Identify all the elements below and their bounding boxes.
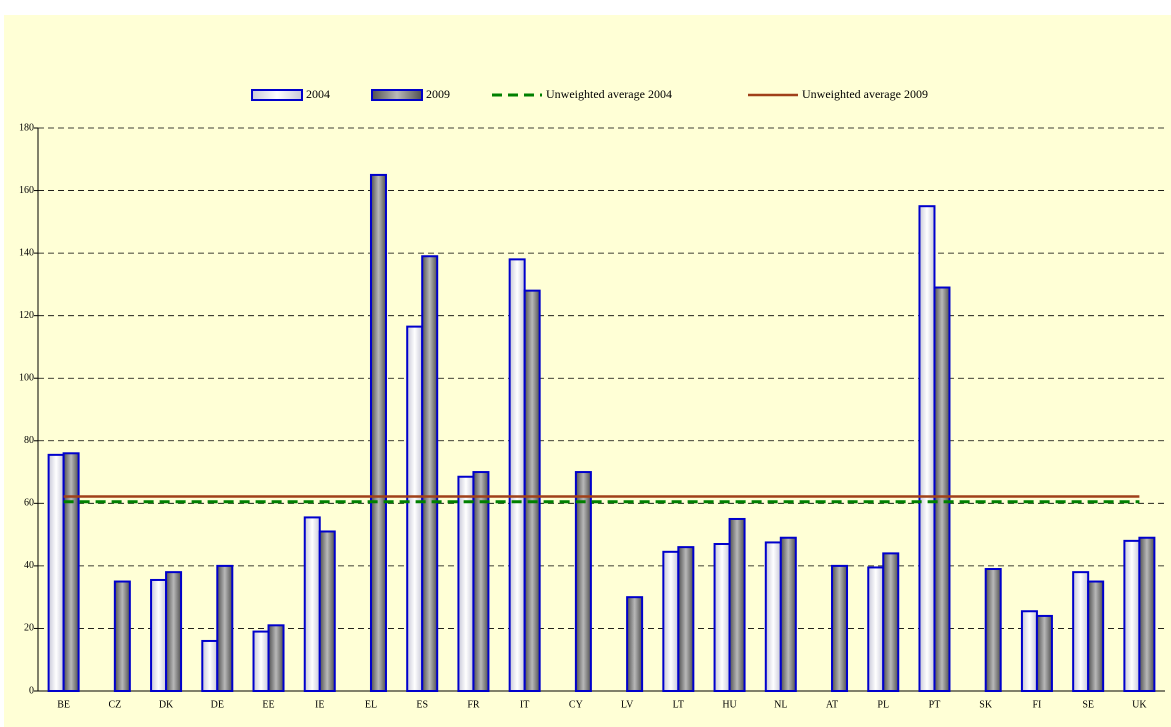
y-tick-label: 100 [19, 373, 34, 384]
x-tick-label: EE [262, 699, 274, 710]
bar [831, 564, 849, 693]
x-tick-label: DE [211, 699, 224, 710]
bar [523, 289, 541, 692]
y-tick-label: 140 [19, 247, 34, 258]
x-tick-label: NL [774, 699, 787, 710]
x-tick-label: FR [467, 699, 480, 710]
x-tick-label: CY [569, 699, 583, 710]
y-tick-label: 80 [24, 435, 34, 446]
y-tick-label: 120 [19, 310, 34, 321]
bar [457, 475, 475, 692]
x-tick-label: FI [1032, 699, 1041, 710]
x-tick-label: CZ [108, 699, 121, 710]
bar [150, 578, 168, 692]
legend-swatch [371, 89, 423, 101]
bar [713, 542, 731, 692]
y-tick-label: 20 [24, 623, 34, 634]
bar [1020, 610, 1038, 692]
bar [201, 639, 219, 693]
bar [267, 624, 285, 692]
bar [677, 546, 695, 692]
bar [303, 516, 321, 692]
bar [1072, 571, 1090, 693]
bar [113, 580, 131, 692]
y-tick-label: 0 [29, 685, 34, 696]
bar [1035, 614, 1053, 693]
bar [47, 453, 65, 692]
bar [1123, 539, 1141, 692]
bar [252, 630, 270, 692]
bar [406, 325, 424, 692]
y-tick-label: 40 [24, 560, 34, 571]
x-tick-label: ES [416, 699, 428, 710]
x-tick-label: SE [1082, 699, 1094, 710]
x-tick-label: PT [929, 699, 941, 710]
bar [421, 255, 439, 692]
bar [369, 173, 387, 692]
bar [1138, 536, 1156, 692]
x-tick-label: BE [57, 699, 70, 710]
x-tick-label: IT [520, 699, 529, 710]
y-tick-label: 180 [19, 122, 34, 133]
bar [984, 568, 1002, 692]
bar [626, 596, 644, 693]
x-tick-label: AT [826, 699, 838, 710]
bar [216, 564, 234, 693]
bar [1087, 580, 1105, 692]
y-tick-label: 160 [19, 185, 34, 196]
bar [728, 517, 746, 692]
bar [933, 286, 951, 692]
bar [918, 205, 936, 692]
bar [779, 536, 797, 692]
legend-label: 2009 [426, 87, 450, 101]
x-tick-label: LV [621, 699, 634, 710]
bar [165, 571, 183, 693]
y-tick-label: 60 [24, 498, 34, 509]
bar [764, 541, 782, 692]
bar [867, 566, 885, 692]
x-tick-label: EL [365, 699, 377, 710]
bar [62, 452, 80, 692]
x-tick-label: UK [1132, 699, 1147, 710]
x-tick-label: DK [159, 699, 174, 710]
legend-swatch [251, 89, 303, 101]
bar [472, 471, 490, 692]
bar [662, 550, 680, 693]
legend-label: Unweighted average 2009 [802, 87, 928, 101]
x-tick-label: IE [315, 699, 324, 710]
bar [508, 258, 526, 692]
bar [574, 471, 592, 692]
bar [318, 530, 336, 692]
x-tick-label: PL [877, 699, 889, 710]
x-tick-label: HU [722, 699, 737, 710]
legend-label: Unweighted average 2004 [546, 87, 672, 101]
legend-label: 2004 [306, 87, 330, 101]
bar [882, 552, 900, 693]
x-tick-label: LT [673, 699, 684, 710]
x-tick-label: SK [979, 699, 993, 710]
